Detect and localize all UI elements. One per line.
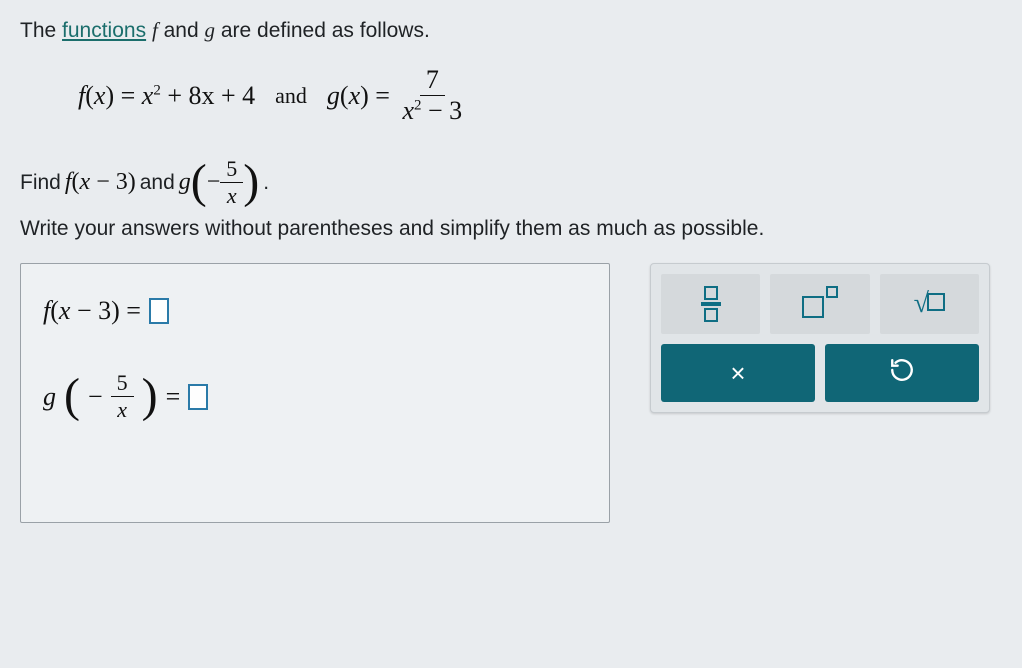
intro-line: The functions f and g are defined as fol…	[20, 18, 1002, 43]
answer-g-den: x	[111, 397, 133, 421]
find-period: .	[263, 171, 269, 195]
g-definition: g(x) = 7 x2 − 3	[327, 67, 468, 124]
answer-g-input[interactable]	[188, 384, 208, 410]
find-g-expr: g ( − 5 x )	[179, 158, 260, 207]
tool-row-actions: ×	[661, 344, 979, 402]
find-line: Find f(x − 3) and g ( − 5 x ) .	[20, 158, 1002, 207]
answer-g-letter: g	[43, 382, 56, 412]
intro-prefix: The	[20, 19, 62, 42]
f-definition: f(x) = x2 + 8x + 4	[78, 81, 255, 111]
answer-row-g: g ( − 5 x ) =	[43, 372, 587, 421]
close-icon: ×	[730, 358, 745, 389]
find-prefix: Find	[20, 171, 61, 195]
answer-f-input[interactable]	[149, 298, 169, 324]
find-mid: and	[140, 171, 175, 195]
g-denominator: x2 − 3	[396, 96, 468, 124]
page-root: The functions f and g are defined as fol…	[0, 0, 1022, 668]
sqrt-icon: √	[914, 288, 945, 320]
undo-icon	[889, 357, 915, 390]
sqrt-button[interactable]: √	[880, 274, 979, 334]
simplify-line: Write your answers without parentheses a…	[20, 217, 1002, 241]
exponent-icon	[802, 290, 838, 318]
answer-g-num: 5	[111, 372, 134, 397]
bottom-row: f(x − 3) = g ( − 5 x ) =	[20, 263, 1002, 523]
tool-panel: √ ×	[650, 263, 990, 413]
find-f-expr: f(x − 3)	[65, 169, 136, 196]
functions-link[interactable]: functions	[62, 19, 146, 42]
exponent-button[interactable]	[770, 274, 869, 334]
fraction-icon	[701, 286, 721, 322]
answer-g-neg: −	[88, 382, 103, 412]
reset-button[interactable]: ×	[661, 344, 815, 402]
fraction-button[interactable]	[661, 274, 760, 334]
answer-panel: f(x − 3) = g ( − 5 x ) =	[20, 263, 610, 523]
intro-rest: f and g are defined as follows.	[146, 19, 430, 42]
g-numerator: 7	[420, 67, 445, 96]
undo-button[interactable]	[825, 344, 979, 402]
answer-row-f: f(x − 3) =	[43, 296, 587, 326]
tool-row-formats: √	[661, 274, 979, 334]
answer-g-eq: =	[166, 382, 181, 412]
definitions-block: f(x) = x2 + 8x + 4 and g(x) = 7 x2 − 3	[78, 67, 1002, 124]
conjunction: and	[275, 83, 307, 109]
answer-f-lhs: f(x − 3) =	[43, 296, 141, 326]
